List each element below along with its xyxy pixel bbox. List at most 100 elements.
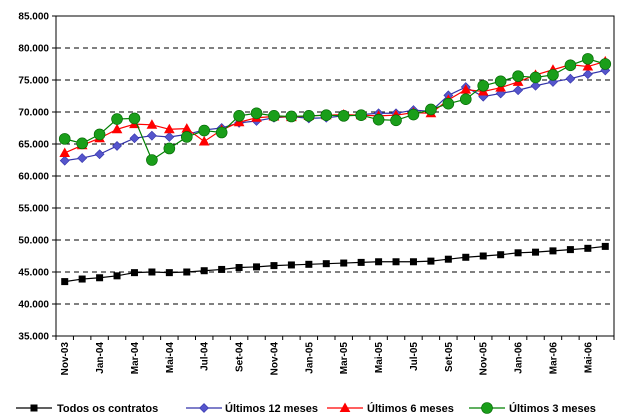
data-point (566, 246, 574, 254)
legend-item: Todos os contratos (16, 403, 158, 415)
y-tick-label: 80.000 (18, 44, 49, 55)
data-point (530, 80, 541, 91)
data-point (148, 268, 156, 276)
legend-marker (199, 403, 209, 413)
data-point (532, 248, 540, 256)
legend-marker (339, 402, 351, 412)
data-point (287, 261, 295, 269)
data-point (59, 147, 71, 157)
legend-label: Todos os contratos (57, 403, 158, 415)
data-point (180, 131, 193, 143)
data-point (582, 53, 594, 65)
series-line (64, 60, 606, 154)
x-tick-label: Nov-04 (269, 342, 280, 376)
data-point (163, 142, 176, 155)
y-tick-label: 55.000 (18, 204, 49, 215)
y-tick-label: 60.000 (18, 172, 49, 183)
data-point (497, 251, 505, 259)
data-point (164, 132, 175, 142)
data-point (183, 268, 191, 276)
y-tick-label: 45.000 (18, 268, 49, 279)
legend-marker (30, 404, 38, 412)
data-point (235, 264, 243, 272)
data-point (303, 110, 315, 122)
legend-label: Últimos 12 meses (225, 402, 318, 415)
data-point (479, 252, 487, 260)
data-point (285, 110, 298, 123)
y-axis: 35.000 40.000 45.000 50.000 55.000 60.000 65.0… (18, 12, 56, 343)
data-point (375, 258, 383, 266)
data-point (198, 135, 210, 146)
data-point (130, 269, 138, 277)
data-point (96, 274, 104, 282)
data-point (444, 255, 452, 263)
data-point (372, 113, 385, 126)
legend-item: Últimos 12 meses (186, 402, 318, 415)
data-point (233, 116, 245, 127)
x-tick-label: Jan-06 (514, 342, 525, 374)
data-point (547, 69, 559, 81)
data-point (442, 97, 455, 110)
data-point (494, 75, 507, 88)
legend-marker (481, 402, 493, 414)
data-point (425, 103, 437, 116)
data-point (337, 110, 350, 122)
data-point (253, 263, 261, 271)
legend-item: Últimos 3 meses (469, 402, 596, 415)
legend-item: Últimos 6 meses (327, 402, 454, 415)
data-point (582, 69, 593, 80)
data-point (146, 130, 157, 141)
data-point (529, 71, 542, 84)
data-point (146, 154, 158, 166)
series-line (64, 58, 606, 161)
y-tick-label: 50.000 (18, 236, 49, 247)
data-point (77, 153, 88, 164)
data-point (113, 272, 121, 280)
data-point (584, 244, 592, 252)
data-point (128, 112, 141, 125)
series-3 (59, 55, 611, 157)
data-point (565, 73, 576, 84)
data-point (409, 258, 417, 266)
data-point (112, 140, 122, 151)
y-tick-label: 75.000 (18, 76, 49, 87)
data-point (564, 59, 577, 72)
x-tick-label: Set-04 (235, 342, 246, 372)
y-tick-label: 85.000 (18, 12, 49, 23)
data-point (76, 137, 88, 150)
data-point (427, 257, 435, 265)
data-point (215, 126, 228, 139)
data-point (78, 275, 86, 283)
data-point (599, 58, 612, 70)
data-point (512, 70, 524, 82)
x-tick-label: Jul-05 (409, 342, 420, 371)
x-axis: Nov-03 Jan-04 Mar-04 Mai-04 Jul-04 Set-04 Nov-… (55, 336, 615, 376)
x-tick-label: Nov-05 (479, 342, 490, 376)
data-point (181, 123, 193, 133)
data-point (582, 61, 594, 71)
data-point (459, 93, 472, 105)
data-point (270, 262, 278, 270)
y-tick-label: 40.000 (18, 300, 49, 311)
x-tick-label: Mar-06 (548, 342, 559, 375)
data-point (390, 114, 402, 127)
x-tick-label: Mar-05 (339, 342, 350, 375)
data-point (58, 133, 71, 145)
data-point (111, 123, 123, 134)
data-point (163, 123, 175, 134)
legend: Todos os contratos Últimos 12 meses Último… (16, 402, 596, 415)
data-point (477, 79, 490, 92)
series-lines (58, 53, 612, 286)
x-tick-label: Nov-03 (60, 342, 71, 376)
data-point (200, 267, 208, 275)
x-tick-label: Mai-06 (583, 342, 594, 374)
legend-label: Últimos 6 meses (367, 402, 454, 415)
x-tick-label: Set-05 (444, 342, 455, 372)
legend-label: Últimos 3 meses (509, 402, 596, 415)
series-1 (61, 242, 609, 286)
data-point (462, 253, 470, 261)
x-tick-label: Jan-04 (95, 342, 106, 374)
data-point (165, 269, 173, 277)
data-point (268, 110, 280, 122)
